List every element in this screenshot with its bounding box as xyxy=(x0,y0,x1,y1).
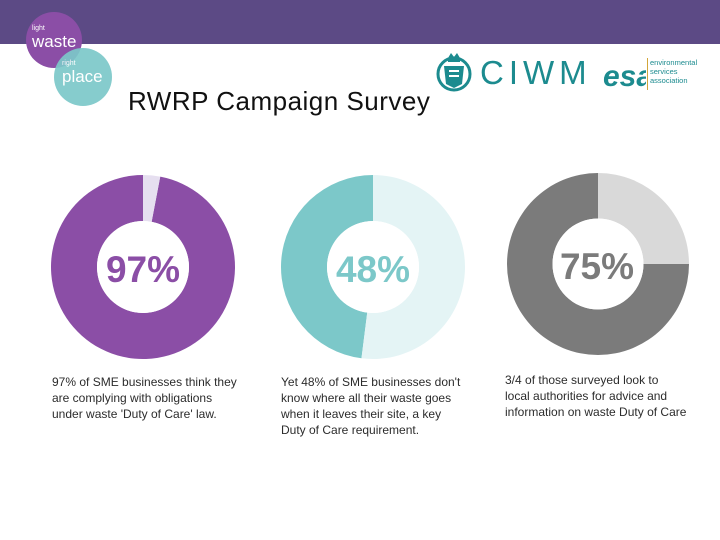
caption-line: when it leaves their site, a key xyxy=(281,407,442,421)
ciwm-crest-icon xyxy=(436,53,472,92)
donut-remainder-segment xyxy=(598,173,689,264)
caption-line: 3/4 of those surveyed look to xyxy=(505,373,659,387)
donut-value-segment xyxy=(51,175,236,359)
donut-chart-75 xyxy=(507,173,689,355)
logo-place-text: place xyxy=(62,67,103,86)
caption-line: information on waste Duty of Care xyxy=(505,405,687,419)
caption-line: know where all their waste goes xyxy=(281,391,452,405)
donut-chart-48 xyxy=(280,175,465,359)
donut-hole xyxy=(97,221,189,313)
top-bar xyxy=(0,0,720,44)
logo-waste-text: waste xyxy=(32,32,77,51)
donut-chart-97 xyxy=(51,175,236,359)
esa-line: environmental xyxy=(650,58,698,67)
stat-label-97: 97% xyxy=(105,249,181,290)
donut-value-segment xyxy=(507,173,689,355)
donut-remainder-segment xyxy=(361,175,465,359)
donut-hole xyxy=(552,218,644,310)
caption-48: Yet 48% of SME businesses don't know whe… xyxy=(281,374,460,438)
donut-remainder-segment xyxy=(143,175,161,222)
caption-line: Duty of Care requirement. xyxy=(281,423,420,437)
caption-line: are complying with obligations xyxy=(52,391,213,405)
esa-logo-icon: esa xyxy=(603,60,646,92)
caption-line: under waste 'Duty of Care' law. xyxy=(52,407,217,421)
caption-line: local authorities for advice and xyxy=(505,389,668,403)
caption-line: 97% of SME businesses think they xyxy=(52,375,237,389)
stat-label-75: 75% xyxy=(559,246,635,287)
caption-line: Yet 48% of SME businesses don't xyxy=(281,375,461,389)
logo-waste-small-text: light xyxy=(32,25,45,32)
place-logo-circle: right place xyxy=(54,48,112,106)
esa-text-block: environmental services association xyxy=(650,58,697,85)
logo-place-small-text: right xyxy=(62,60,76,67)
esa-mark: esa xyxy=(603,60,646,92)
esa-divider xyxy=(647,58,648,90)
caption-97: 97% of SME businesses think they are com… xyxy=(52,374,237,422)
esa-line: association xyxy=(650,76,688,85)
caption-75: 3/4 of those surveyed look to local auth… xyxy=(505,372,686,420)
donut-value-segment xyxy=(280,175,373,359)
donut-hole xyxy=(327,221,419,313)
ciwm-wordmark: CIWM xyxy=(480,54,592,91)
page-title: RWRP Campaign Survey xyxy=(128,86,431,116)
waste-logo-circle: light waste xyxy=(26,12,82,68)
esa-line: services xyxy=(650,67,678,76)
stat-label-48: 48% xyxy=(335,249,411,290)
